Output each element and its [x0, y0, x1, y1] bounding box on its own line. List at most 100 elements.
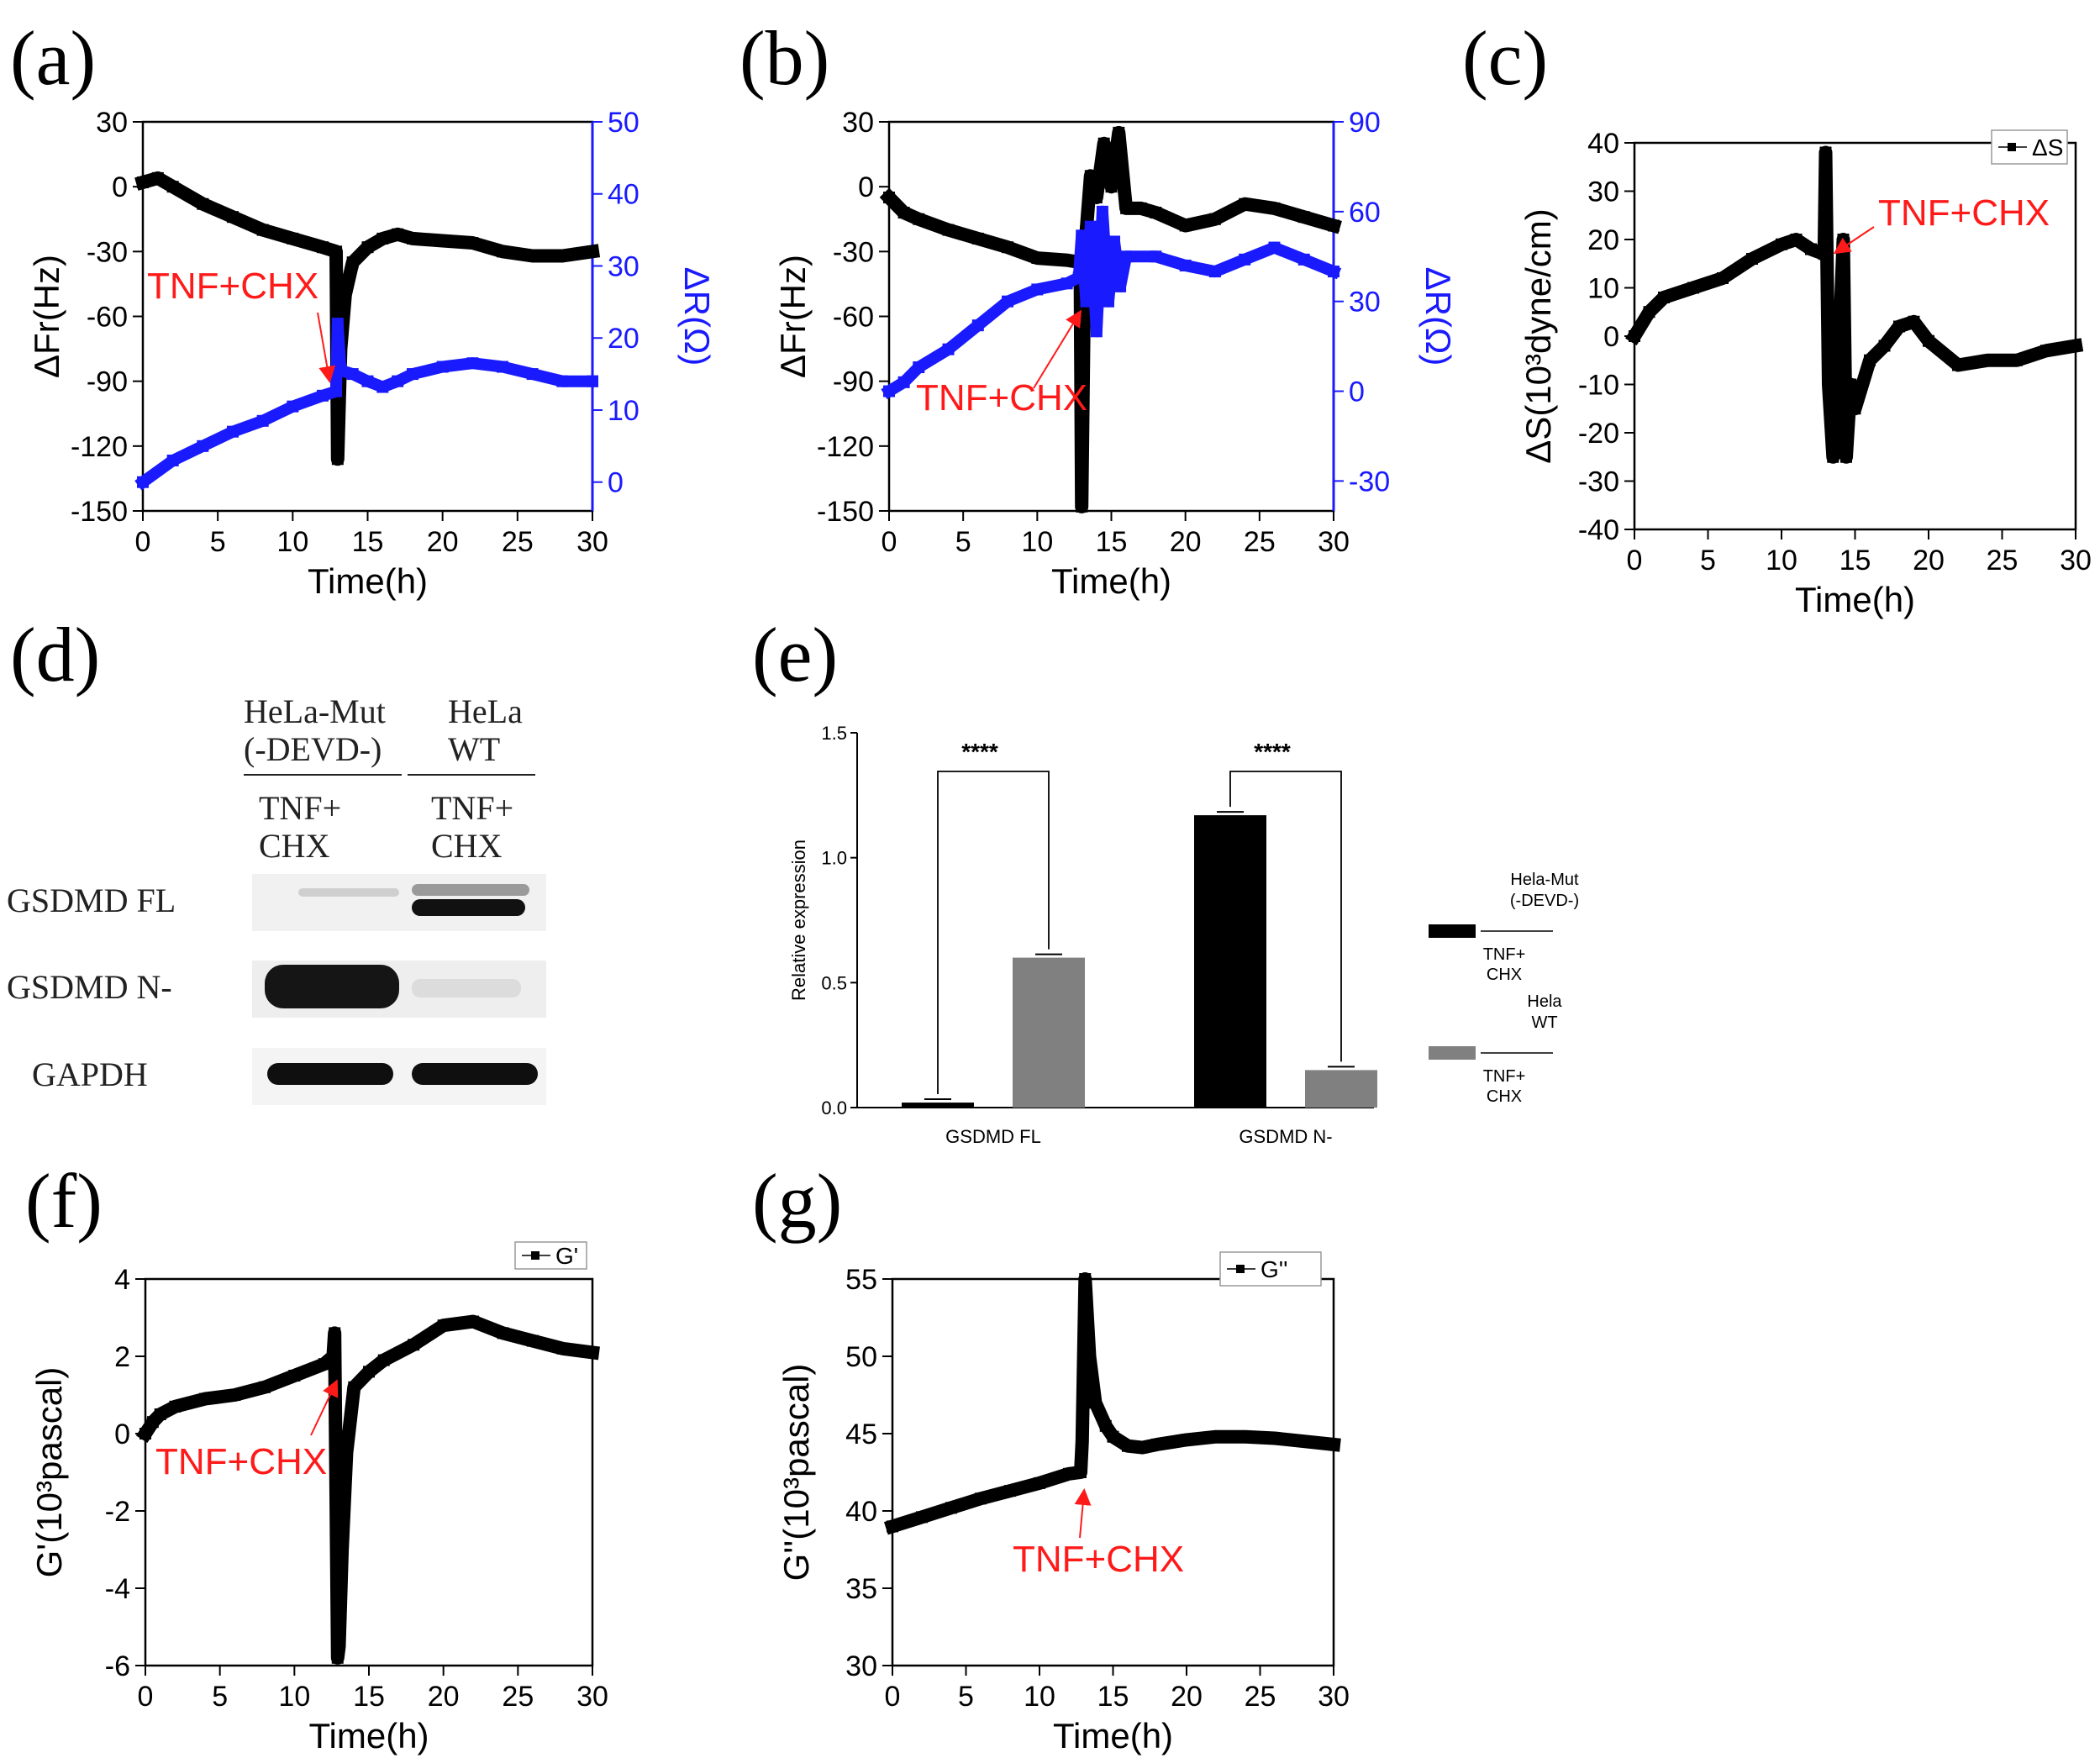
significance-bracket [1229, 771, 1342, 1062]
data-point [2040, 345, 2052, 357]
data-point [1113, 126, 1125, 139]
x-tick-label: 15 [352, 526, 384, 558]
data-point [1061, 277, 1073, 290]
data-point [1107, 1430, 1119, 1443]
data-point [497, 1327, 509, 1340]
y-tick-label: 30 [96, 107, 128, 139]
data-point [883, 192, 895, 204]
data-point [331, 453, 344, 466]
x-tick-label: 5 [1700, 545, 1716, 576]
data-point [346, 256, 359, 269]
data-point [1090, 325, 1103, 338]
data-point [1239, 197, 1251, 210]
data-point [1031, 252, 1044, 265]
legend-mid: WT [1531, 1013, 1557, 1032]
data-point [1298, 1435, 1310, 1448]
legend-top: Hela [1527, 992, 1562, 1011]
series-line-ΔFr [134, 171, 601, 466]
data-point [327, 1350, 339, 1362]
y2-tick-label: 40 [608, 179, 639, 211]
wb-band-fl-wt-upper [412, 884, 529, 896]
y-tick-label: 40 [845, 1496, 877, 1528]
data-point [227, 425, 239, 438]
data-point [437, 1319, 450, 1332]
data-point [975, 1492, 987, 1505]
y-tick-label: 0.0 [821, 1097, 847, 1118]
legend-mid: (-DEVD-) [1510, 892, 1579, 910]
bar-0-1 [1013, 957, 1085, 1108]
data-point [587, 375, 598, 387]
data-point [971, 232, 984, 245]
panel-label-a: (a) [10, 15, 96, 101]
panel-label-e: (e) [752, 612, 838, 697]
data-point [1239, 1430, 1251, 1443]
data-point [1952, 359, 1964, 371]
data-point [287, 232, 299, 245]
plot-frame [891, 1277, 1335, 1667]
data-point [1084, 170, 1097, 182]
data-point [942, 224, 955, 236]
chart-a: 0 5 10 15 20 25 30300-30-60-90-120-15050403020… [27, 107, 717, 601]
y2-tick-label: 0 [1349, 376, 1365, 408]
wb-band-fl-wt [412, 899, 525, 916]
y-tick-label: 0.5 [821, 972, 847, 993]
y-tick-label: -120 [817, 431, 874, 463]
data-point [166, 454, 179, 466]
data-point [897, 376, 910, 388]
annotation-tnf-chx: TNF+CHX [1013, 1539, 1184, 1580]
data-point [346, 368, 359, 381]
significance-stars: **** [961, 739, 998, 765]
x-axis-title: Time(h) [1051, 561, 1171, 601]
series-line-ΔR [134, 318, 598, 491]
bar-1-1 [1305, 1070, 1377, 1108]
x-tick-label: 25 [1245, 1681, 1276, 1713]
significance-bracket [937, 771, 1050, 1095]
y-tick-label: -6 [105, 1650, 130, 1682]
chart-f: 0 5 10 15 20 25 30420-2-4-6Time(h)G'(10³pascal… [29, 1241, 608, 1755]
data-point [227, 211, 239, 224]
data-point [1002, 241, 1014, 254]
x-tick-label: 0 [135, 526, 151, 558]
series-line-ΔS [1625, 145, 2084, 464]
data-point [336, 1544, 349, 1555]
data-point [229, 1389, 241, 1401]
y-tick-label: 1.5 [821, 723, 847, 744]
data-point [1297, 211, 1310, 224]
data-point [526, 368, 539, 381]
data-point [1208, 266, 1221, 278]
data-point [318, 1358, 330, 1371]
y-tick-label: 50 [845, 1341, 877, 1373]
data-point [169, 1400, 182, 1413]
y-tick-label: -150 [71, 496, 128, 528]
data-point [407, 368, 418, 381]
data-point [331, 1651, 344, 1664]
data-point [1717, 272, 1729, 284]
annotation-tnf-chx: TNF+CHX [147, 266, 318, 307]
x-tick-label: 20 [428, 1681, 460, 1713]
panel-label-f: (f) [25, 1158, 103, 1244]
wb-row-label-n: GSDMD N- [7, 968, 172, 1006]
panel-label-c: (c) [1462, 15, 1548, 101]
x-axis-title: Time(h) [1053, 1716, 1173, 1755]
data-point [363, 1366, 375, 1378]
data-point [1268, 241, 1281, 254]
data-point [151, 171, 164, 184]
data-point [1084, 220, 1097, 233]
data-point [1136, 1441, 1149, 1454]
data-point [1080, 295, 1092, 308]
data-point [1150, 207, 1162, 219]
y2-tick-label: 90 [1349, 107, 1381, 139]
legend-marker [531, 1251, 539, 1260]
y2-tick-label: 10 [608, 395, 639, 427]
data-point [527, 1334, 539, 1347]
y-tick-label: 0 [114, 1419, 130, 1450]
data-point [139, 1428, 151, 1440]
y-tick-label: -30 [1578, 466, 1619, 498]
y-tick-label: 0 [112, 171, 128, 203]
data-point [287, 400, 299, 413]
x-tick-label: 30 [1318, 526, 1350, 558]
data-point [913, 213, 925, 225]
panel-label-d: (d) [10, 612, 100, 697]
data-point [1827, 450, 1839, 463]
data-point [154, 1408, 166, 1420]
